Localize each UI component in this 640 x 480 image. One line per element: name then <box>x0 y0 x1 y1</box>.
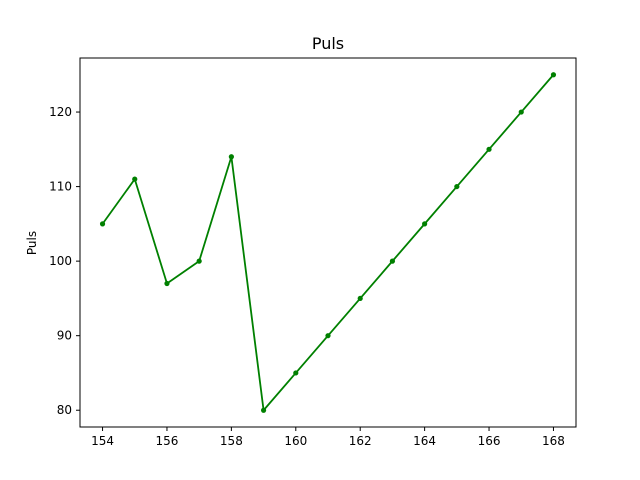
data-point <box>196 258 202 264</box>
data-point <box>325 333 331 339</box>
x-tick-label: 154 <box>91 434 114 448</box>
x-tick-label: 156 <box>156 434 179 448</box>
y-tick-label: 90 <box>57 329 72 343</box>
data-point <box>228 154 234 160</box>
y-tick-label: 110 <box>49 180 72 194</box>
x-tick-label: 164 <box>413 434 436 448</box>
y-tick-label: 120 <box>49 105 72 119</box>
x-tick-label: 158 <box>220 434 243 448</box>
data-point <box>422 221 428 227</box>
data-point <box>518 109 524 115</box>
x-tick-label: 168 <box>542 434 565 448</box>
data-point <box>389 258 396 264</box>
data-point <box>486 146 492 152</box>
data-point <box>99 221 106 227</box>
data-point <box>293 370 299 376</box>
data-point <box>132 176 138 182</box>
x-tick-label: 162 <box>349 434 372 448</box>
y-tick-label: 100 <box>49 254 72 268</box>
chart-title: Puls <box>312 34 344 53</box>
y-axis-label: Puls <box>25 231 39 255</box>
x-tick-label: 166 <box>478 434 501 448</box>
data-point <box>550 72 557 78</box>
data-point <box>260 407 267 413</box>
data-point <box>164 280 170 287</box>
y-tick-label: 80 <box>57 403 72 417</box>
x-tick-label: 160 <box>284 434 307 448</box>
data-point <box>357 295 363 302</box>
data-point <box>454 183 460 190</box>
axes-frame <box>79 57 577 428</box>
plot-area: 154 156 158 160 162 164 166 168 80 90 100 110 120 <box>49 72 565 448</box>
